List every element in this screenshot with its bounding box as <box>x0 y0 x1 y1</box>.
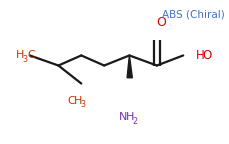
Text: O: O <box>156 16 166 29</box>
Text: 3: 3 <box>22 55 27 64</box>
Text: C: C <box>27 50 35 60</box>
Text: O: O <box>202 49 211 62</box>
Text: C: C <box>68 96 75 106</box>
Polygon shape <box>127 55 132 78</box>
Text: H: H <box>125 112 134 122</box>
Text: 3: 3 <box>80 100 85 109</box>
Text: H: H <box>16 50 25 60</box>
Text: ABS (Chiral): ABS (Chiral) <box>162 9 225 19</box>
Text: N: N <box>119 112 128 122</box>
Text: H: H <box>196 49 204 62</box>
Text: 2: 2 <box>132 117 137 126</box>
Text: H: H <box>74 96 82 106</box>
